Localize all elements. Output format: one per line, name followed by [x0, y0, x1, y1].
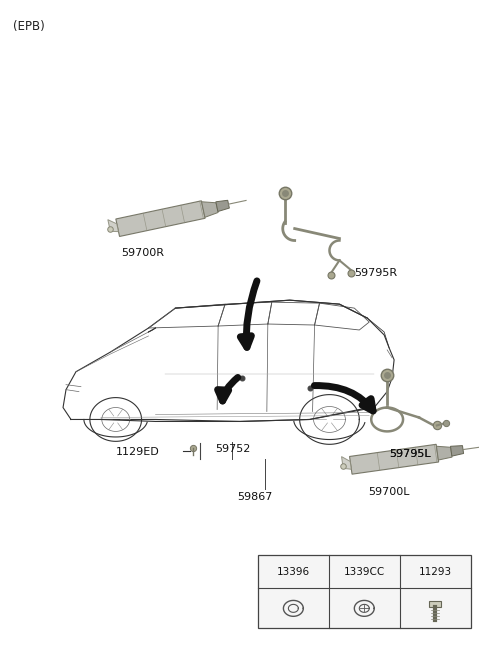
Polygon shape	[436, 446, 452, 460]
Polygon shape	[342, 457, 351, 469]
Text: 59867: 59867	[237, 492, 273, 502]
Text: 59700R: 59700R	[121, 249, 164, 258]
Text: 11293: 11293	[419, 567, 452, 577]
Polygon shape	[202, 202, 218, 217]
Text: 1129ED: 1129ED	[116, 447, 159, 457]
Text: 13396: 13396	[277, 567, 310, 577]
Text: (EPB): (EPB)	[13, 20, 45, 33]
Text: 59795L: 59795L	[389, 449, 431, 459]
Polygon shape	[116, 201, 205, 236]
Text: 59700L: 59700L	[368, 487, 410, 497]
Polygon shape	[451, 445, 464, 456]
Text: 59752: 59752	[215, 444, 251, 455]
Polygon shape	[108, 220, 119, 232]
Bar	[258, 555, 471, 628]
Text: 59795R: 59795R	[354, 268, 397, 278]
Polygon shape	[216, 200, 229, 211]
Bar	[429, 602, 441, 607]
Polygon shape	[349, 444, 439, 474]
Text: 59795L: 59795L	[389, 449, 431, 459]
Text: 1339CC: 1339CC	[344, 567, 385, 577]
